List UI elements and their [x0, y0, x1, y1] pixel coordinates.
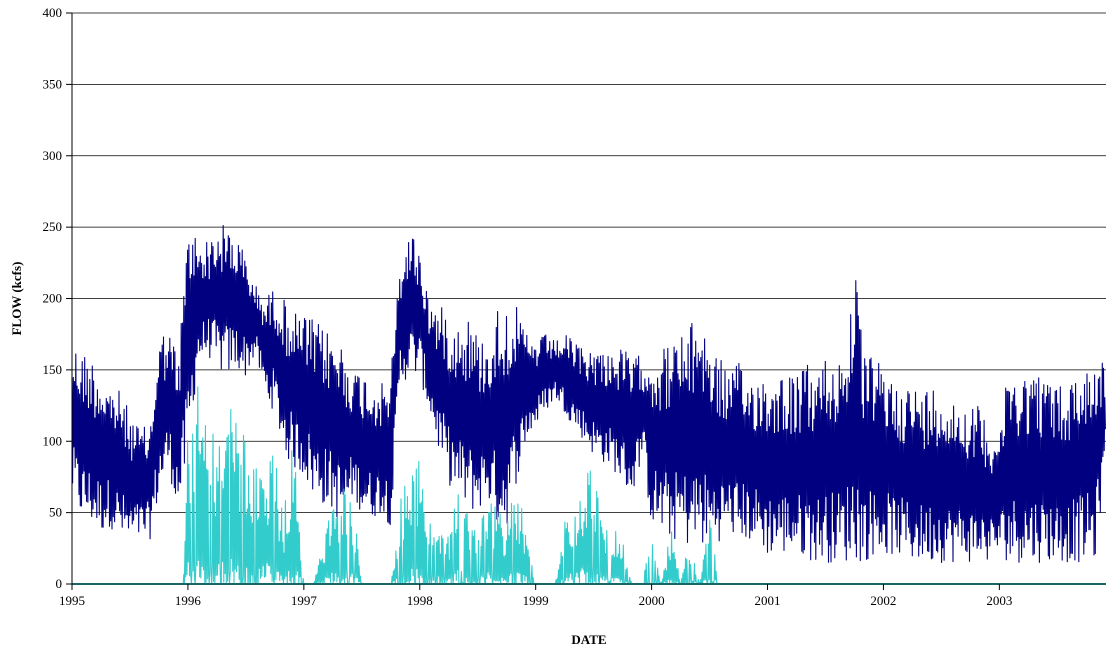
x-tick-label: 1997: [291, 593, 318, 608]
x-tick-label: 1995: [59, 593, 85, 608]
y-tick-label: 0: [56, 576, 63, 591]
y-tick-labels: 0 50 100 150 200 250 300 350 400: [43, 5, 63, 591]
x-tick-label: 2003: [986, 593, 1012, 608]
y-tick-label: 200: [43, 291, 63, 306]
x-tick-label: 1998: [407, 593, 433, 608]
y-tick-label: 150: [43, 362, 63, 377]
x-tick-label: 1999: [523, 593, 549, 608]
y-tick-label: 50: [49, 505, 62, 520]
x-axis-title: DATE: [571, 632, 606, 647]
x-tick-labels: 1995 1996 1997 1998 1999 2000 2001 2002 2003: [59, 593, 1012, 608]
x-tick-label: 1996: [175, 593, 202, 608]
y-tick-label: 350: [43, 76, 63, 91]
y-tick-label: 100: [43, 433, 63, 448]
x-tick-label: 2002: [870, 593, 896, 608]
y-tick-label: 300: [43, 148, 63, 163]
x-tick-label: 2001: [755, 593, 781, 608]
y-tick-label: 250: [43, 219, 63, 234]
x-tick-label: 2000: [639, 593, 665, 608]
y-axis-title: FLOW (kcfs): [9, 262, 24, 336]
series-layer: [71, 225, 1106, 585]
y-tick-label: 400: [43, 5, 63, 20]
series-line-flow: [71, 225, 1106, 564]
axes: [66, 12, 1106, 590]
